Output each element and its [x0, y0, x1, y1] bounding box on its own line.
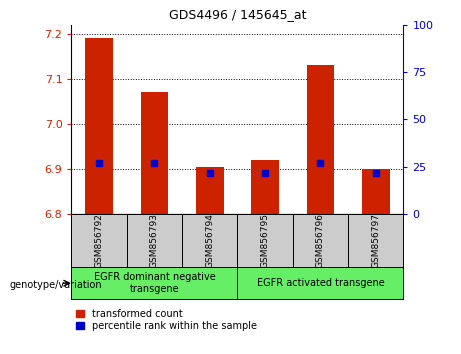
- Text: GSM856797: GSM856797: [371, 213, 380, 268]
- Bar: [348, 214, 403, 267]
- Text: GSM856796: GSM856796: [316, 213, 325, 268]
- Bar: [251, 160, 279, 214]
- Text: GSM856794: GSM856794: [205, 213, 214, 268]
- Bar: [362, 169, 390, 214]
- Text: GSM856795: GSM856795: [260, 213, 270, 268]
- Title: GDS4496 / 145645_at: GDS4496 / 145645_at: [169, 8, 306, 21]
- Bar: [307, 65, 334, 214]
- Text: EGFR activated transgene: EGFR activated transgene: [256, 278, 384, 288]
- Bar: [196, 167, 224, 214]
- Bar: [237, 267, 403, 299]
- Bar: [127, 214, 182, 267]
- Bar: [71, 214, 127, 267]
- Bar: [85, 38, 113, 214]
- Bar: [237, 214, 293, 267]
- Bar: [182, 214, 237, 267]
- Legend: transformed count, percentile rank within the sample: transformed count, percentile rank withi…: [77, 309, 257, 331]
- Text: GSM856793: GSM856793: [150, 213, 159, 268]
- Bar: [71, 267, 237, 299]
- Bar: [293, 214, 348, 267]
- Text: EGFR dominant negative
transgene: EGFR dominant negative transgene: [94, 272, 215, 294]
- Bar: [141, 92, 168, 214]
- Text: genotype/variation: genotype/variation: [9, 280, 102, 290]
- Text: GSM856792: GSM856792: [95, 213, 104, 268]
